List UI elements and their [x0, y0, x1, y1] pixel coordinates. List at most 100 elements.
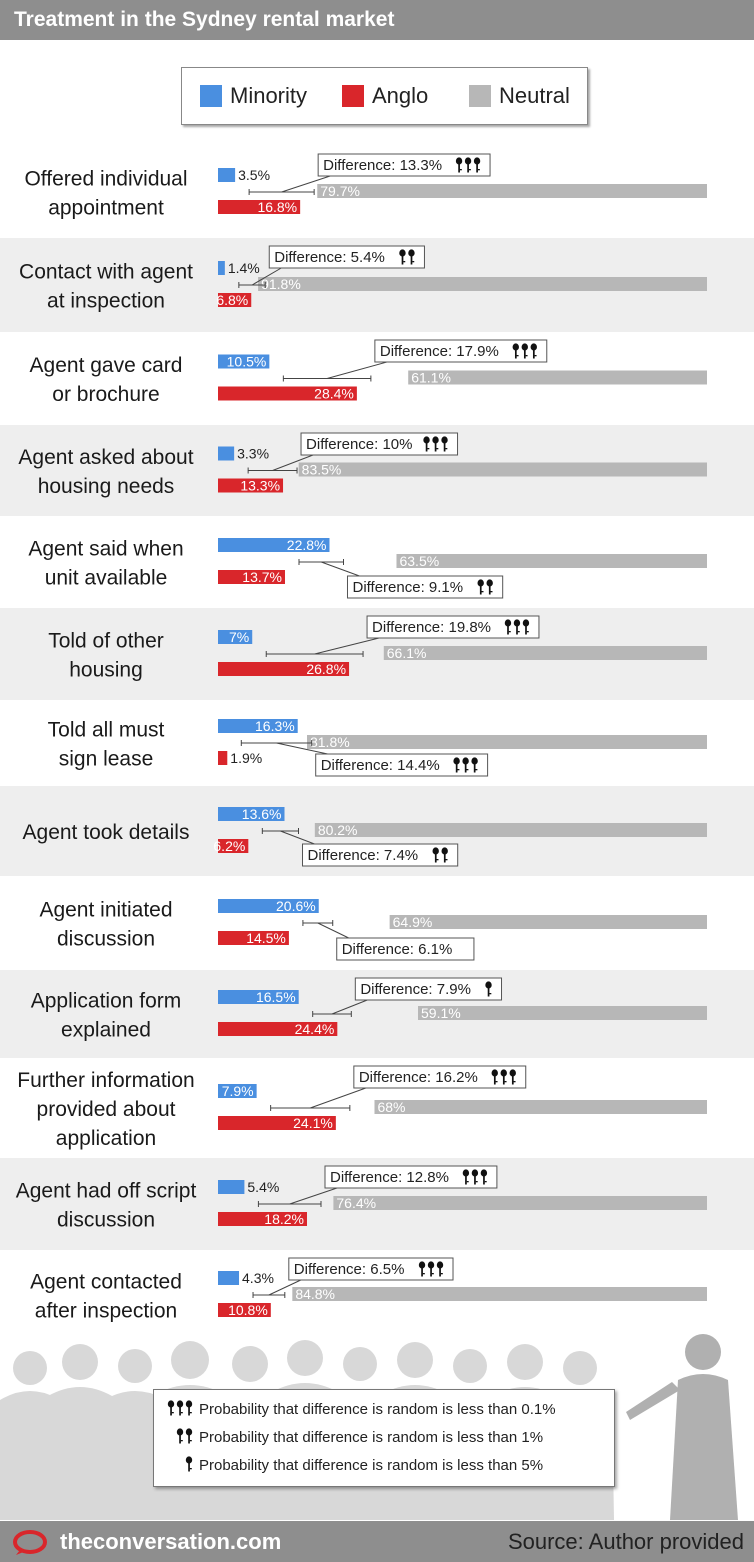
- bar-neutral: [306, 735, 707, 749]
- key-icon-tooth: [427, 448, 430, 450]
- key-icon-bow: [485, 981, 492, 989]
- category-label: Offered individual: [24, 168, 187, 191]
- category-label: Agent said when: [28, 538, 183, 561]
- category-label: application: [56, 1127, 156, 1150]
- bar-anglo: [218, 931, 289, 945]
- data-label-neutral: 79.7%: [320, 183, 360, 199]
- key-icon-shaft: [443, 442, 446, 452]
- key-icon: [486, 579, 493, 595]
- category-label: explained: [61, 1019, 151, 1042]
- difference-callout: [300, 432, 459, 456]
- key-icon-tooth: [508, 631, 511, 633]
- chart-area: Offered individual appointment 3.5% 16.8% 79…: [0, 153, 754, 1323]
- key-icon: [504, 619, 512, 635]
- key-icon-tooth: [490, 591, 493, 593]
- key-icon-shaft: [179, 1406, 181, 1416]
- key-icon-shaft: [516, 625, 518, 635]
- callout-pointer: [317, 922, 349, 939]
- bar-anglo: [218, 839, 249, 853]
- category-label: Further information: [17, 1069, 194, 1092]
- difference-callout: [324, 1165, 498, 1189]
- key-icon-tooth: [466, 769, 469, 771]
- category-label: Agent took details: [23, 821, 190, 844]
- key-icon-shaft: [514, 349, 517, 359]
- callout-pointer: [268, 1279, 302, 1296]
- key-icon-shaft: [473, 763, 476, 773]
- key-icon-shaft: [488, 585, 491, 595]
- callout-pointer: [326, 361, 388, 379]
- legend-item-neutral: Neutral: [469, 85, 570, 107]
- bar-minority: [218, 446, 235, 461]
- category-label: sign lease: [59, 748, 154, 771]
- data-label-neutral: 76.4%: [336, 1195, 376, 1211]
- key-icon-bow: [462, 757, 469, 765]
- key-icon-tooth: [504, 1081, 507, 1083]
- category-label: Agent had off script: [16, 1180, 197, 1203]
- callout-pointer: [280, 830, 315, 845]
- data-label-minority: 16.5%: [256, 989, 296, 1005]
- key-icon-bow: [512, 343, 519, 351]
- key-icon-shaft: [421, 1267, 423, 1277]
- bar-neutral: [317, 184, 707, 198]
- key-icon-shaft: [487, 987, 490, 997]
- key-icon-shaft: [434, 442, 437, 452]
- key-icon-shaft: [458, 163, 460, 173]
- difference-callout: [353, 1065, 527, 1089]
- data-label-anglo: 6.2%: [213, 838, 245, 854]
- key-icon: [471, 757, 478, 773]
- key-icon: [432, 847, 439, 863]
- key-icon-shaft: [430, 1267, 432, 1277]
- bar-anglo: [218, 200, 301, 214]
- key-icon-bow: [509, 1069, 516, 1077]
- difference-callout: [354, 977, 503, 1001]
- key-icon: [471, 1169, 479, 1185]
- key-icon-tooth: [526, 631, 529, 633]
- key-icon-shaft: [179, 1434, 181, 1444]
- data-label-minority: 16.3%: [255, 718, 295, 734]
- key-icon-tooth: [475, 1181, 478, 1183]
- key-icon-shaft: [188, 1434, 190, 1444]
- key-icon-tooth: [477, 169, 480, 171]
- key-icon-tooth: [475, 769, 478, 771]
- key-icon-tooth: [484, 1181, 487, 1183]
- category-label: discussion: [57, 1209, 155, 1232]
- bar-anglo: [218, 478, 284, 493]
- key-icon-tooth: [495, 1081, 498, 1083]
- key-icon-tooth: [422, 1273, 425, 1275]
- difference-callout: [366, 615, 540, 639]
- key-icon-shaft: [532, 349, 535, 359]
- data-label-neutral: 84.8%: [295, 1286, 335, 1302]
- category-label: discussion: [57, 928, 155, 951]
- key-icon: [423, 436, 430, 452]
- data-label-neutral: 64.9%: [393, 914, 433, 930]
- callout-pointer: [251, 267, 282, 286]
- difference-text: Difference: 14.4%: [321, 757, 440, 774]
- difference-callout: [268, 245, 425, 269]
- bar-neutral: [418, 1006, 707, 1020]
- key-icon-group: [166, 1427, 198, 1449]
- data-label-minority: 3.3%: [237, 446, 269, 462]
- key-icon-tooth: [440, 1273, 443, 1275]
- bar-neutral: [389, 915, 707, 929]
- category-label: or brochure: [52, 383, 159, 406]
- key-icon-tooth: [513, 1081, 516, 1083]
- key-icon-tooth: [403, 261, 406, 263]
- data-label-minority: 22.8%: [287, 537, 327, 553]
- key-icon-tooth: [412, 261, 415, 263]
- data-label-neutral: 91.8%: [261, 276, 301, 292]
- key-icon-tooth: [189, 1412, 192, 1414]
- key-icon-tooth: [457, 769, 460, 771]
- key-icon-tooth: [171, 1412, 174, 1414]
- key-icon-shaft: [476, 163, 478, 173]
- data-label-minority: 3.5%: [238, 167, 270, 183]
- key-icon-shaft: [465, 1175, 467, 1185]
- bar-minority: [218, 807, 285, 821]
- category-label: housing: [69, 659, 143, 682]
- difference-text: Difference: 16.2%: [359, 1069, 478, 1086]
- data-label-neutral: 66.1%: [387, 645, 427, 661]
- difference-callout: [288, 1257, 454, 1281]
- key-icons: [185, 1456, 193, 1472]
- key-icon: [491, 1069, 498, 1085]
- key-icon-tooth: [189, 1440, 192, 1442]
- key-icons: [176, 1428, 193, 1444]
